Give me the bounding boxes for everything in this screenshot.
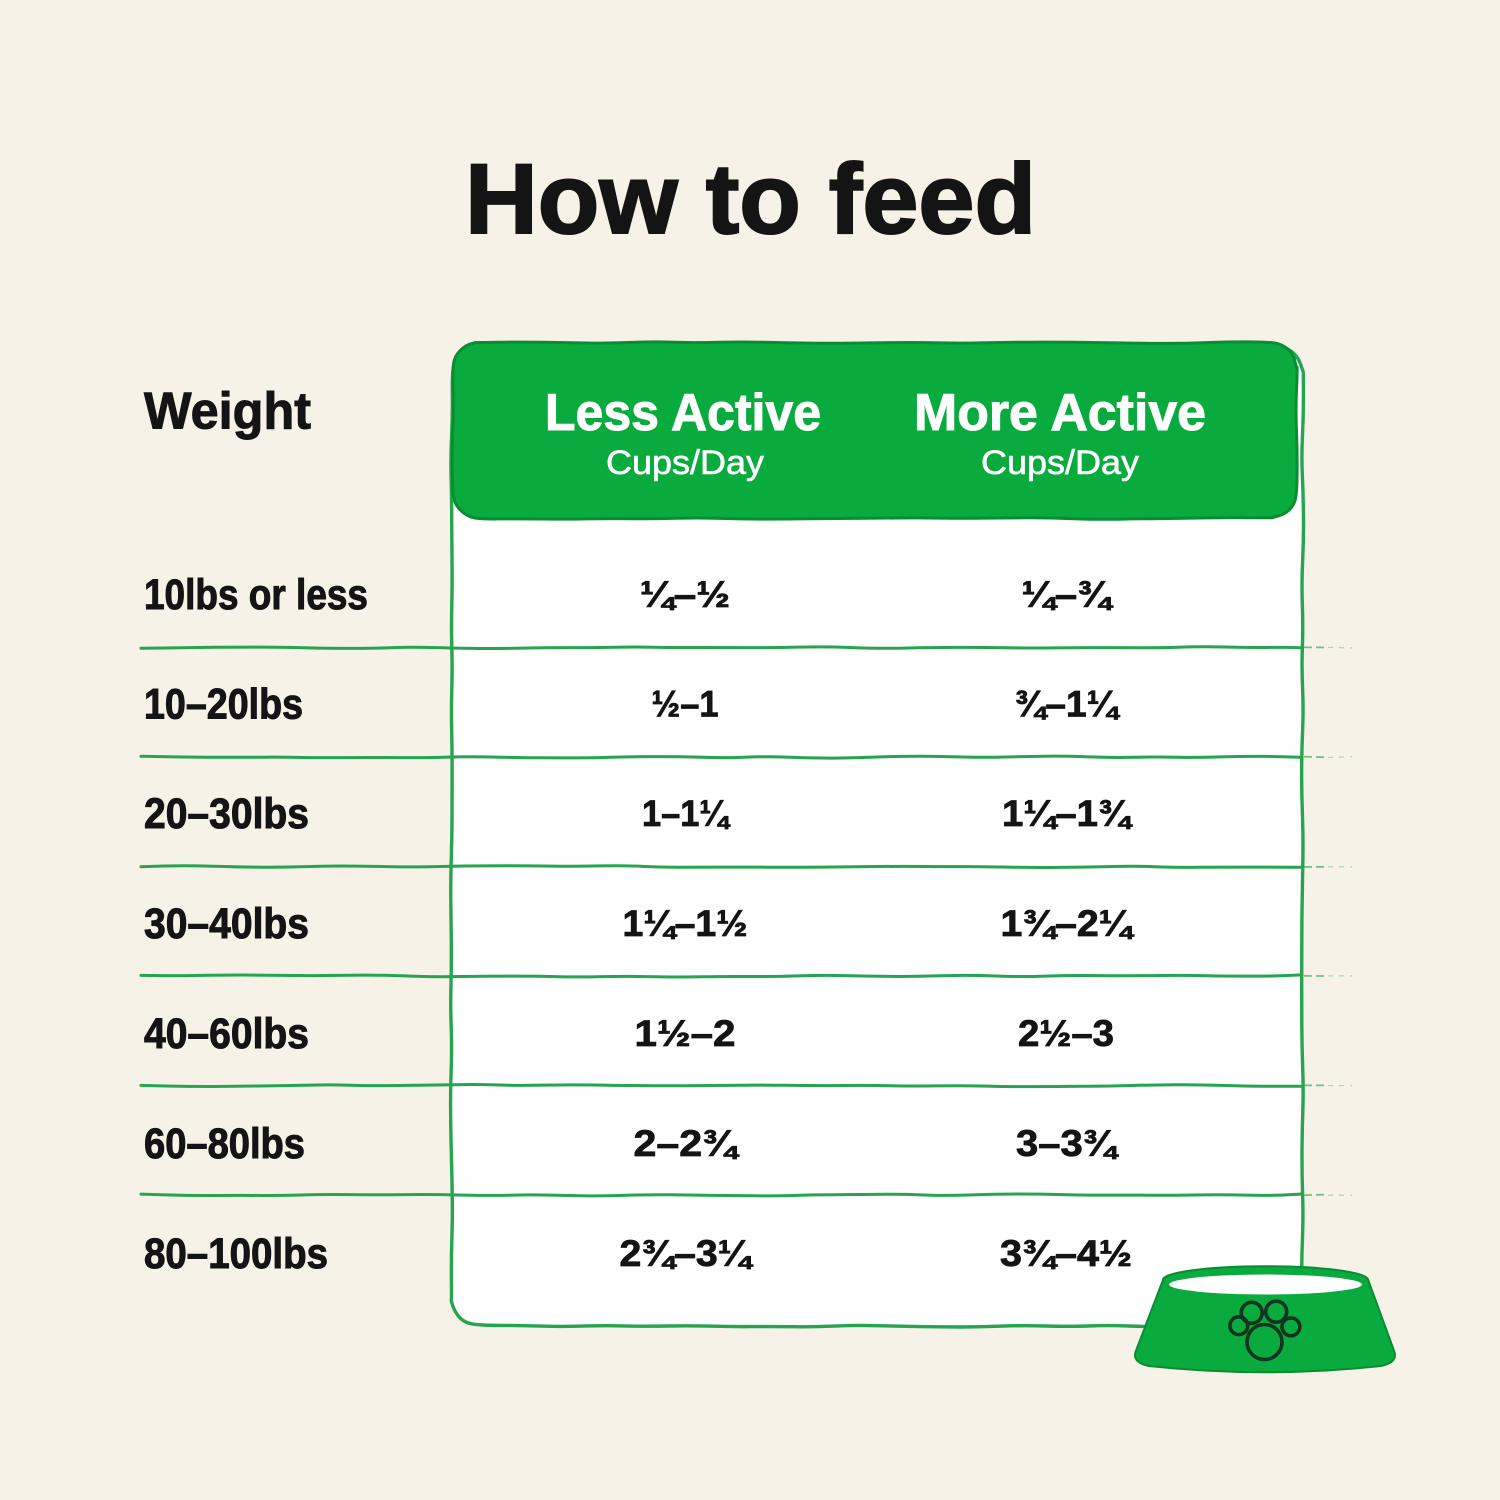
svg-text:Cups/Day: Cups/Day [606, 444, 764, 482]
svg-text:1¼–1½: 1¼–1½ [623, 903, 748, 944]
svg-text:How to feed: How to feed [465, 143, 1036, 254]
svg-text:2–2¾: 2–2¾ [634, 1123, 740, 1164]
svg-text:2¾–3¼: 2¾–3¼ [620, 1233, 754, 1274]
svg-text:¼–¾: ¼–¾ [1022, 574, 1114, 615]
svg-text:60–80lbs: 60–80lbs [144, 1120, 305, 1168]
svg-text:80–100lbs: 80–100lbs [144, 1230, 328, 1278]
svg-text:2½–3: 2½–3 [1018, 1013, 1114, 1054]
svg-text:3¾–4½: 3¾–4½ [1000, 1233, 1132, 1274]
svg-text:20–30lbs: 20–30lbs [144, 790, 309, 838]
svg-text:1½–2: 1½–2 [635, 1013, 736, 1054]
svg-text:½–1: ½–1 [652, 684, 719, 725]
svg-text:1–1¼: 1–1¼ [642, 793, 731, 834]
svg-text:1¼–1¾: 1¼–1¾ [1002, 793, 1133, 834]
svg-text:3–3¾: 3–3¾ [1016, 1123, 1119, 1164]
svg-text:40–60lbs: 40–60lbs [144, 1010, 309, 1058]
svg-text:More Active: More Active [914, 384, 1206, 442]
svg-text:10lbs or less: 10lbs or less [144, 571, 368, 619]
svg-text:¼–½: ¼–½ [640, 574, 730, 615]
svg-text:¾–1¼: ¾–1¼ [1015, 684, 1121, 725]
svg-text:Weight: Weight [144, 383, 311, 441]
svg-text:Cups/Day: Cups/Day [981, 444, 1139, 482]
svg-text:Less Active: Less Active [545, 384, 821, 442]
svg-text:30–40lbs: 30–40lbs [144, 900, 309, 948]
svg-text:1¾–2¼: 1¾–2¼ [1001, 903, 1135, 944]
svg-text:10–20lbs: 10–20lbs [144, 681, 303, 729]
